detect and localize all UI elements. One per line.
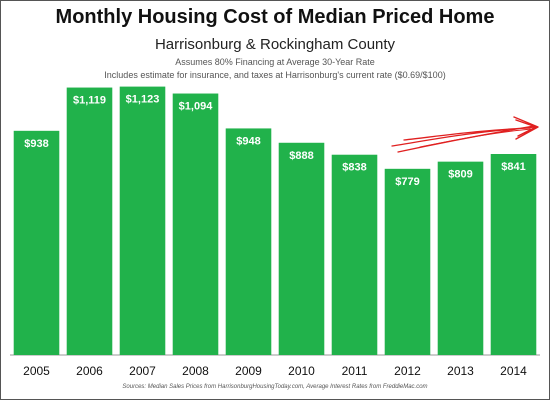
data-label-2014: $841	[501, 161, 525, 173]
data-label-2009: $948	[236, 135, 260, 147]
bar-2009	[225, 128, 272, 355]
bar-2011	[331, 154, 378, 355]
x-tick-2010: 2010	[288, 364, 315, 378]
x-tick-2008: 2008	[182, 364, 209, 378]
bar-2008	[172, 93, 219, 355]
chart-note-taxes: Includes estimate for insurance, and tax…	[104, 70, 446, 80]
trend-arrow-head	[513, 116, 539, 140]
data-label-2011: $838	[342, 162, 366, 174]
x-tick-2011: 2011	[342, 364, 368, 378]
chart-source: Sources: Median Sales Prices from Harris…	[122, 384, 428, 390]
chart-note-financing: Assumes 80% Financing at Average 30-Year…	[175, 57, 375, 67]
bar-2014	[490, 154, 537, 355]
x-tick-2012: 2012	[394, 364, 421, 378]
x-tick-2006: 2006	[76, 364, 103, 378]
bar-2012	[384, 168, 431, 355]
chart-title: Monthly Housing Cost of Median Priced Ho…	[55, 6, 495, 28]
bar-2005	[13, 130, 60, 355]
x-tick-2007: 2007	[129, 364, 156, 378]
chart-subtitle: Harrisonburg & Rockingham County	[154, 36, 396, 53]
data-label-2013: $809	[448, 169, 472, 181]
x-tick-2014: 2014	[500, 364, 527, 378]
data-label-2012: $779	[395, 176, 419, 188]
data-label-2005: $938	[24, 138, 48, 150]
tick-labels-group: 2005 2006 2007 2008 2009 2010 2011 2012 2013 2014	[23, 364, 527, 378]
x-tick-2009: 2009	[235, 364, 262, 378]
data-label-2006: $1,119	[73, 95, 106, 107]
x-tick-2005: 2005	[23, 364, 50, 378]
bar-2007	[119, 86, 166, 355]
data-label-2007: $1,123	[126, 94, 160, 106]
data-label-2010: $888	[289, 150, 313, 162]
x-tick-2013: 2013	[447, 364, 474, 378]
bar-2006	[66, 87, 113, 356]
data-labels-group: $938 $1,119 $1,123 $1,094 $948 $888 $838 $779 $8…	[24, 94, 525, 188]
data-label-2008: $1,094	[179, 101, 214, 113]
bar-2013	[437, 161, 484, 355]
trend-arrow-annotation-stroke	[419, 128, 533, 148]
bars-group	[10, 86, 540, 356]
bar-2010	[278, 142, 325, 355]
